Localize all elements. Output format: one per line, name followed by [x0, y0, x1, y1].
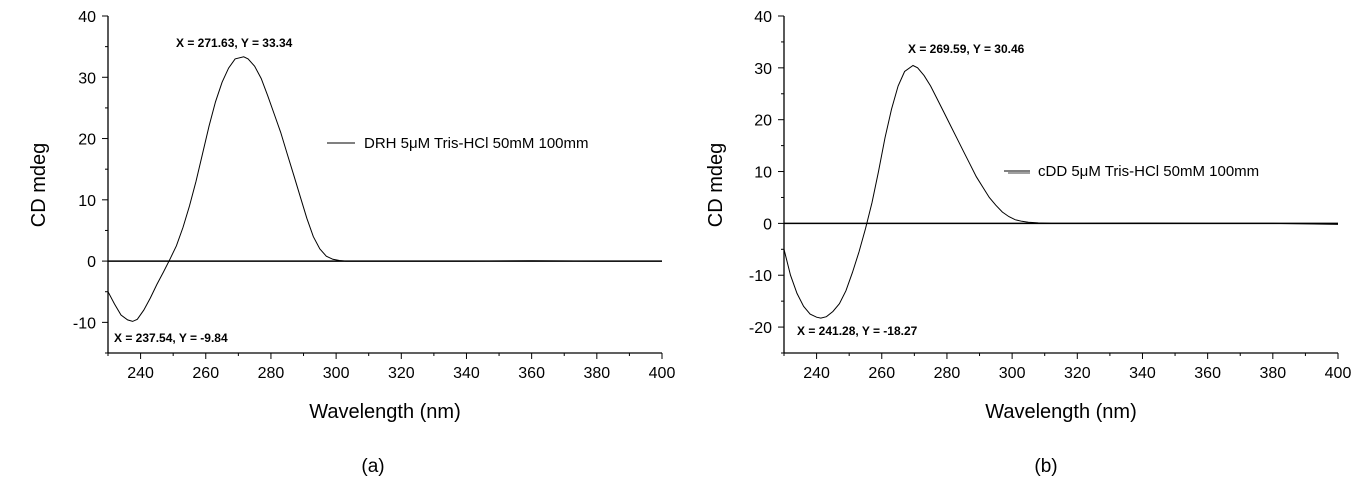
chart-panel-b: 240 260 280 300 320 340 360 380 400 -20 -10 0 10 20 3…	[705, 9, 1351, 477]
y-tick-label: 40	[754, 9, 772, 26]
x-tick-label: 380	[1259, 365, 1286, 382]
x-tick-label: 360	[518, 365, 545, 382]
x-tick-label: 240	[803, 365, 830, 382]
y-ticks-a: -10 0 10 20 30 40	[73, 9, 108, 354]
x-tick-label: 340	[1129, 365, 1156, 382]
panel-label-a: (a)	[361, 456, 384, 477]
peak-annotation-a: X = 271.63, Y = 33.34	[176, 36, 293, 50]
trough-annotation-a: X = 237.54, Y = -9.84	[114, 331, 228, 345]
x-tick-label: 260	[868, 365, 895, 382]
x-ticks-b: 240 260 280 300 320 340 360 380 400	[783, 353, 1352, 382]
y-tick-label: 30	[78, 70, 96, 87]
legend-b: cDD 5μM Tris-HCl 50mM 100mm	[1004, 163, 1259, 180]
y-axis-title-b: CD mdeg	[705, 143, 727, 227]
x-tick-label: 380	[583, 365, 610, 382]
x-axis-title-a: Wavelength (nm)	[309, 401, 461, 423]
legend-label-a: DRH 5μM Tris-HCl 50mM 100mm	[364, 135, 589, 152]
y-tick-label: 0	[87, 254, 96, 271]
x-tick-label: 320	[388, 365, 415, 382]
x-axis-title-b: Wavelength (nm)	[985, 401, 1137, 423]
y-tick-label: 10	[754, 165, 772, 182]
y-tick-label: 40	[78, 9, 96, 26]
legend-a: DRH 5μM Tris-HCl 50mM 100mm	[327, 135, 589, 152]
y-axis-title-a: CD mdeg	[28, 143, 50, 227]
x-tick-label: 340	[453, 365, 480, 382]
x-tick-label: 400	[649, 365, 676, 382]
peak-annotation-b: X = 269.59, Y = 30.46	[908, 42, 1025, 56]
y-tick-label: -10	[749, 268, 772, 285]
y-tick-label: 30	[754, 61, 772, 78]
x-tick-label: 400	[1325, 365, 1352, 382]
x-tick-label: 240	[127, 365, 154, 382]
trough-annotation-b: X = 241.28, Y = -18.27	[797, 324, 918, 338]
y-ticks-b: -20 -10 0 10 20 30 40	[749, 9, 784, 354]
series-line-b	[783, 64, 1339, 319]
y-tick-label: -10	[73, 315, 96, 332]
y-tick-label: 0	[763, 216, 772, 233]
x-tick-label: 300	[999, 365, 1026, 382]
y-tick-label: 20	[754, 113, 772, 130]
x-tick-label: 280	[258, 365, 285, 382]
y-tick-label: -20	[749, 320, 772, 337]
x-tick-label: 300	[323, 365, 350, 382]
panel-label-b: (b)	[1034, 456, 1057, 477]
y-tick-label: 20	[78, 132, 96, 149]
series-line-a	[107, 56, 662, 322]
x-tick-label: 260	[192, 365, 219, 382]
x-ticks-a: 240 260 280 300 320 340 360 380 400	[107, 353, 676, 382]
y-tick-label: 10	[78, 193, 96, 210]
chart-panel-a: 240 260 280 300 320 340 360 380 400 -10 0 10 20 30 40…	[28, 9, 675, 477]
x-tick-label: 360	[1194, 365, 1221, 382]
x-tick-label: 280	[934, 365, 961, 382]
legend-label-b: cDD 5μM Tris-HCl 50mM 100mm	[1038, 163, 1259, 180]
x-tick-label: 320	[1064, 365, 1091, 382]
